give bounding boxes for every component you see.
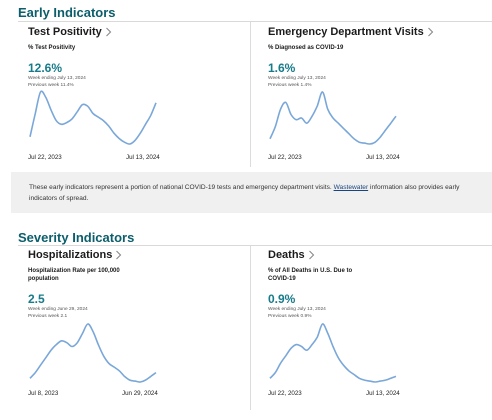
hospitalizations-previous: Previous week 2.1 <box>28 314 68 320</box>
ed-visits-week: Week ending July 13, 2024 <box>268 76 326 82</box>
chevron-right-icon <box>116 250 122 260</box>
deaths-end-date: Jul 13, 2024 <box>366 390 400 397</box>
test-positivity-subtitle: % Test Positivity <box>28 45 76 51</box>
test-positivity-week: Week ending July 13, 2024 <box>28 76 86 82</box>
hospitalizations-sparkline <box>29 323 157 383</box>
test-positivity-start-date: Jul 22, 2023 <box>28 154 62 161</box>
trend-line <box>269 91 397 145</box>
chevron-right-icon <box>308 250 314 260</box>
chevron-right-icon <box>105 27 112 37</box>
trend-line <box>269 323 397 383</box>
early-card-divider <box>250 22 251 167</box>
test-positivity-link[interactable]: Test Positivity <box>28 26 228 38</box>
deaths-subtitle-line2: COVID-19 <box>268 276 296 283</box>
ed-visits-title: Emergency Department Visits <box>268 26 424 38</box>
early-indicators-heading: Early Indicators <box>18 5 116 20</box>
hospitalizations-week: Week ending June 29, 2024 <box>28 307 88 313</box>
deaths-title: Deaths <box>268 249 305 261</box>
severity-card-divider <box>250 246 251 410</box>
hospitalizations-title: Hospitalizations <box>28 249 113 261</box>
callout-text: These early indicators represent a porti… <box>29 183 479 204</box>
hospitalizations-value: 2.5 <box>28 292 45 307</box>
test-positivity-card: Test Positivity % Test Positivity 12.6% … <box>28 26 228 90</box>
test-positivity-previous: Previous week 11.4% <box>28 83 74 89</box>
deaths-sparkline <box>269 323 397 383</box>
ed-visits-previous: Previous week 1.4% <box>268 83 312 89</box>
hospitalizations-card: Hospitalizations Hospitalization Rate pe… <box>28 249 228 321</box>
deaths-subtitle: % of All Deaths in U.S. Due to COVID-19 <box>268 267 483 283</box>
ed-visits-link[interactable]: Emergency Department Visits <box>268 26 483 38</box>
hospitalizations-subtitle-line2: population <box>28 276 59 283</box>
hospitalizations-subtitle: Hospitalization Rate per 100,000 populat… <box>28 267 228 283</box>
test-positivity-title: Test Positivity <box>28 26 102 38</box>
hospitalizations-end-date: Jun 29, 2024 <box>122 390 158 397</box>
ed-visits-card: Emergency Department Visits % Diagnosed … <box>268 26 483 90</box>
ed-visits-start-date: Jul 22, 2023 <box>268 154 302 161</box>
ed-visits-value: 1.6% <box>268 61 296 76</box>
test-positivity-value: 12.6% <box>28 61 63 76</box>
test-positivity-sparkline <box>29 90 157 145</box>
deaths-card: Deaths % of All Deaths in U.S. Due to CO… <box>268 249 483 321</box>
test-positivity-end-date: Jul 13, 2024 <box>126 154 160 161</box>
deaths-previous: Previous week 0.9% <box>268 314 312 320</box>
ed-visits-end-date: Jul 13, 2024 <box>366 154 400 161</box>
hospitalizations-subtitle-line1: Hospitalization Rate per 100,000 <box>28 268 120 274</box>
deaths-subtitle-line1: % of All Deaths in U.S. Due to <box>268 268 353 274</box>
chevron-right-icon <box>427 27 433 37</box>
callout-text-after: information also provides early indicato… <box>29 184 460 202</box>
severity-indicators-rule <box>18 245 492 246</box>
severity-indicators-heading: Severity Indicators <box>18 230 135 245</box>
deaths-value: 0.9% <box>268 292 296 307</box>
hospitalizations-link[interactable]: Hospitalizations <box>28 249 228 261</box>
callout-text-before: These early indicators represent a porti… <box>29 184 332 191</box>
deaths-link[interactable]: Deaths <box>268 249 483 261</box>
early-indicators-rule <box>18 21 492 22</box>
trend-line <box>29 323 157 383</box>
trend-line <box>29 90 157 145</box>
ed-visits-subtitle: % Diagnosed as COVID-19 <box>268 45 344 51</box>
deaths-start-date: Jul 22, 2023 <box>268 390 302 397</box>
early-indicators-callout: These early indicators represent a porti… <box>11 172 492 213</box>
deaths-week: Week ending July 13, 2024 <box>268 307 326 313</box>
ed-visits-sparkline <box>269 91 397 145</box>
hospitalizations-start-date: Jul 8, 2023 <box>28 390 59 397</box>
wastewater-link[interactable]: Wastewater <box>333 184 369 191</box>
